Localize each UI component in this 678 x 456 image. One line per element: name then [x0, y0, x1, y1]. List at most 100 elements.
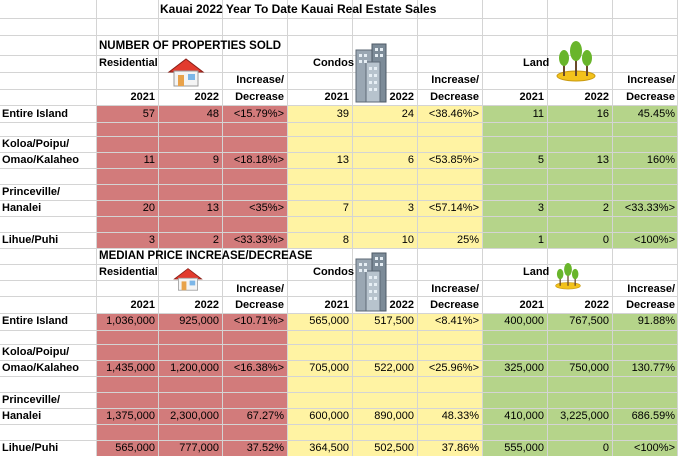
s2-r1-v3: 705,000: [309, 362, 349, 374]
s2-r2-v3: 600,000: [309, 410, 349, 422]
house-icon: [173, 268, 203, 291]
row-label: Princeville/: [2, 394, 61, 406]
s2-r2-v8: 686.59%: [631, 410, 675, 422]
s2-r0-v5: <8.41%>: [434, 315, 479, 327]
year-2021-con-2: 2021: [324, 299, 349, 311]
s1-r0-v0: 57: [142, 108, 155, 120]
row-label: Princeville/: [2, 186, 61, 198]
row-label: Lihue/Puhi: [2, 442, 59, 454]
s2-r3-v3: 364,500: [309, 442, 349, 454]
increase-label-res-2: Increase/: [236, 283, 284, 295]
s2-r3-v4: 502,500: [374, 442, 414, 454]
s2-r2-v6: 410,000: [504, 410, 544, 422]
s2-r3-v8: <100%>: [634, 442, 675, 454]
decrease-label-con-2: Decrease: [430, 299, 479, 311]
s1-r3-v8: <100%>: [634, 234, 675, 246]
s2-r0-v3: 565,000: [309, 315, 349, 327]
year-2022-res-1: 2022: [194, 91, 219, 103]
s1-r1-v0: 11: [143, 154, 155, 166]
row-label: Entire Island: [2, 315, 69, 327]
s1-r2-v1: 13: [206, 202, 219, 214]
condos-label-1: Condos: [313, 57, 354, 69]
land-label-1: Land: [523, 57, 550, 69]
s1-r0-v8: 45.45%: [637, 108, 675, 120]
trees-icon: [556, 41, 596, 82]
s1-r3-v5: 25%: [456, 234, 479, 246]
s2-r2-v0: 1,375,000: [106, 410, 155, 422]
s1-r0-v1: 48: [206, 108, 219, 120]
s1-r3-v0: 3: [148, 234, 155, 246]
s1-r2-v8: <33.33%>: [624, 202, 675, 214]
year-2021-land-2: 2021: [519, 299, 544, 311]
s2-r1-v1: 1,200,000: [170, 362, 219, 374]
increase-label-land-2: Increase/: [627, 283, 675, 295]
s1-r0-v3: 39: [336, 108, 349, 120]
s2-r0-v6: 400,000: [504, 315, 544, 327]
s1-r1-v2: <18.18%>: [233, 154, 284, 166]
s2-r3-v5: 37.86%: [441, 442, 479, 454]
trees-icon: [555, 262, 581, 290]
s1-r3-v4: 10: [401, 234, 414, 246]
s1-r0-v6: 11: [532, 108, 544, 120]
s2-r2-v7: 3,225,000: [560, 410, 609, 422]
year-2021-res-2: 2021: [130, 299, 155, 311]
year-2022-land-2: 2022: [584, 299, 609, 311]
residential-band-2: [97, 313, 287, 456]
s2-r1-v6: 325,000: [504, 362, 544, 374]
s1-r3-v6: 1: [537, 234, 544, 246]
s2-r0-v8: 91.88%: [637, 315, 675, 327]
s2-r2-v2: 67.27%: [246, 410, 284, 422]
s1-r1-v8: 160%: [646, 154, 675, 166]
decrease-label-land-2: Decrease: [626, 299, 675, 311]
s2-r3-v0: 565,000: [115, 442, 155, 454]
decrease-label-con-1: Decrease: [430, 91, 479, 103]
section1-title: NUMBER OF PROPERTIES SOLD: [99, 40, 282, 52]
s1-r2-v3: 7: [342, 202, 349, 214]
s2-r3-v7: 0: [602, 442, 609, 454]
s1-r1-v4: 6: [407, 154, 414, 166]
s2-r3-v6: 555,000: [504, 442, 544, 454]
s1-r0-v4: 24: [401, 108, 414, 120]
year-2022-con-2: 2022: [389, 299, 414, 311]
s1-r2-v4: 3: [407, 202, 414, 214]
condos-band-1: [287, 105, 482, 248]
s2-r0-v0: 1,036,000: [106, 315, 155, 327]
s2-r0-v4: 517,500: [374, 315, 414, 327]
s1-r2-v2: <35%>: [249, 202, 284, 214]
row-label: Koloa/Poipu/: [2, 138, 70, 150]
s2-r2-v4: 890,000: [374, 410, 414, 422]
s1-r2-v5: <57.14%>: [428, 202, 479, 214]
s2-r3-v1: 777,000: [179, 442, 219, 454]
s1-r1-v1: 9: [212, 154, 219, 166]
s2-r1-v7: 750,000: [569, 362, 609, 374]
land-band-2: [482, 313, 678, 456]
s2-r1-v8: 130.77%: [631, 362, 675, 374]
residential-label-2: Residential: [99, 266, 158, 278]
row-label: Omao/Kalaheo: [2, 154, 80, 166]
row-label: Hanalei: [2, 410, 42, 422]
s2-r1-v0: 1,435,000: [106, 362, 155, 374]
condos-band-2: [287, 313, 482, 456]
section2-title: MEDIAN PRICE INCREASE/DECREASE: [99, 250, 313, 262]
year-2022-land-1: 2022: [584, 91, 609, 103]
s2-r2-v5: 48.33%: [441, 410, 479, 422]
s2-r1-v2: <16.38%>: [233, 362, 284, 374]
s2-r0-v1: 925,000: [179, 315, 219, 327]
s1-r2-v6: 3: [537, 202, 544, 214]
row-label: Omao/Kalaheo: [2, 362, 80, 374]
land-label-2: Land: [523, 266, 550, 278]
decrease-label-land-1: Decrease: [626, 91, 675, 103]
s2-r0-v2: <10.71%>: [233, 315, 284, 327]
s1-r2-v7: 2: [602, 202, 609, 214]
decrease-label-res-2: Decrease: [235, 299, 284, 311]
s2-r3-v2: 37.52%: [246, 442, 284, 454]
s2-r2-v1: 2,300,000: [170, 410, 219, 422]
residential-band-1: [97, 105, 287, 248]
s1-r1-v7: 13: [596, 154, 609, 166]
year-2021-con-1: 2021: [324, 91, 349, 103]
year-2021-res-1: 2021: [130, 91, 155, 103]
row-label: Entire Island: [2, 108, 69, 120]
s1-r0-v7: 16: [596, 108, 609, 120]
year-2021-land-1: 2021: [519, 91, 544, 103]
